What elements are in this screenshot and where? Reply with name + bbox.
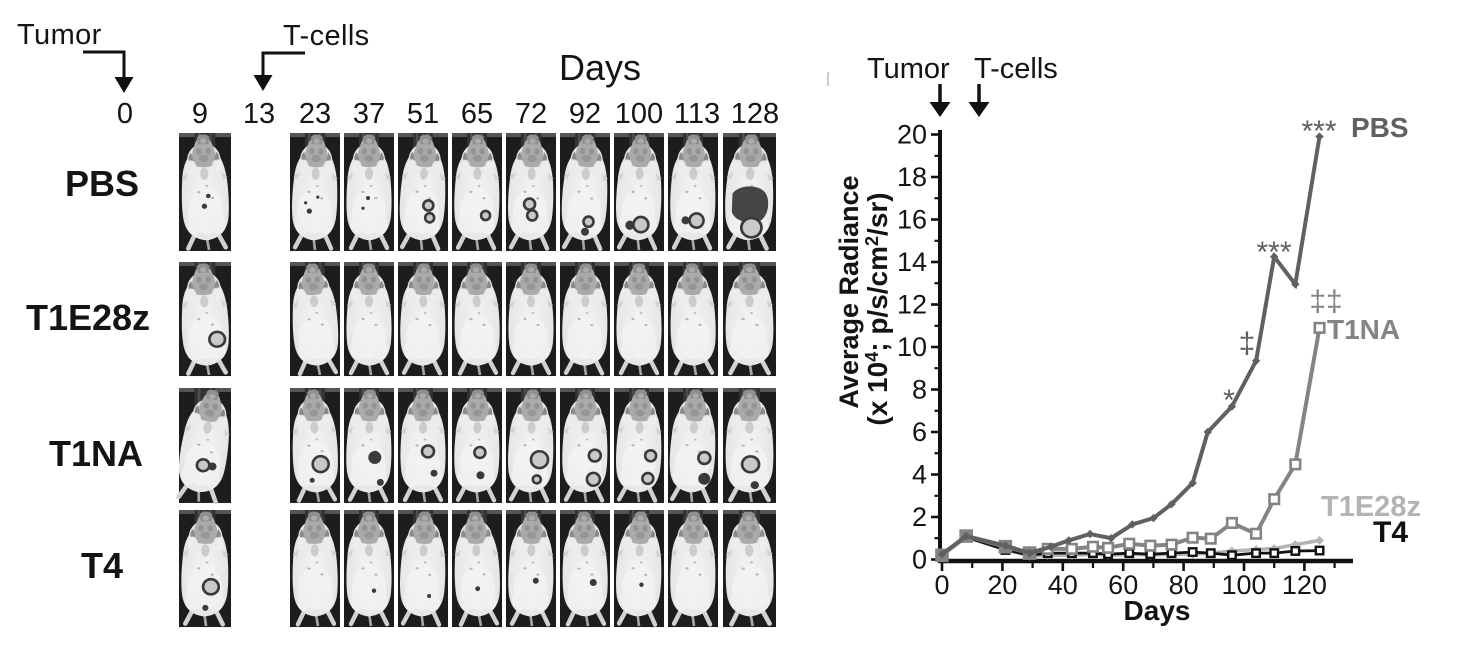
svg-text:0: 0 [934,570,949,600]
svg-text:Average Radiance: Average Radiance [834,175,864,408]
svg-text:T4: T4 [81,545,123,586]
svg-text:12: 12 [897,290,927,320]
svg-text:100: 100 [1221,570,1266,600]
svg-text:37: 37 [353,98,385,130]
svg-text:18: 18 [897,162,927,192]
svg-text:0: 0 [117,98,133,130]
svg-text:72: 72 [515,98,547,130]
svg-text:PBS: PBS [1351,112,1409,143]
svg-text:T4: T4 [1373,516,1408,549]
svg-text:65: 65 [461,98,493,130]
svg-text:6: 6 [912,417,927,447]
svg-text:Days: Days [1124,595,1191,626]
svg-text:‡: ‡ [1239,327,1256,360]
svg-text:T1NA: T1NA [49,433,143,474]
svg-text:23: 23 [299,98,331,130]
svg-text:113: 113 [674,98,720,130]
svg-text:14: 14 [897,247,927,277]
svg-text:T-cells: T-cells [974,53,1058,85]
svg-text:(x 104; p/s/cm2/sr): (x 104; p/s/cm2/sr) [862,192,893,425]
svg-text:***: *** [1301,115,1336,148]
svg-text:T1NA: T1NA [1327,314,1400,345]
svg-text:Tumor: Tumor [17,19,102,51]
svg-text:4: 4 [912,460,927,490]
svg-text:13: 13 [243,98,275,130]
svg-text:2: 2 [912,502,927,532]
svg-text:T-cells: T-cells [283,20,370,52]
svg-text:40: 40 [1048,570,1078,600]
svg-text:92: 92 [569,98,601,130]
svg-text:120: 120 [1282,570,1327,600]
svg-text:100: 100 [615,98,663,130]
svg-text:*: * [1223,384,1235,417]
svg-text:8: 8 [912,375,927,405]
svg-text:9: 9 [192,98,208,130]
svg-text:T1E28z: T1E28z [26,297,150,338]
svg-text:‡‡: ‡‡ [1309,285,1342,318]
svg-text:T1E28z: T1E28z [1321,491,1421,523]
svg-text:Days: Days [559,47,641,88]
svg-text:16: 16 [897,205,927,235]
svg-text:51: 51 [407,98,439,130]
svg-text:Tumor: Tumor [867,53,950,85]
svg-text:20: 20 [897,120,927,150]
svg-text:PBS: PBS [65,163,139,204]
svg-text:0: 0 [912,545,927,575]
svg-text:20: 20 [987,570,1017,600]
svg-text:10: 10 [897,332,927,362]
svg-text:60: 60 [1108,570,1138,600]
svg-text:128: 128 [731,98,779,130]
svg-text:80: 80 [1169,570,1199,600]
svg-text:***: *** [1256,236,1291,269]
